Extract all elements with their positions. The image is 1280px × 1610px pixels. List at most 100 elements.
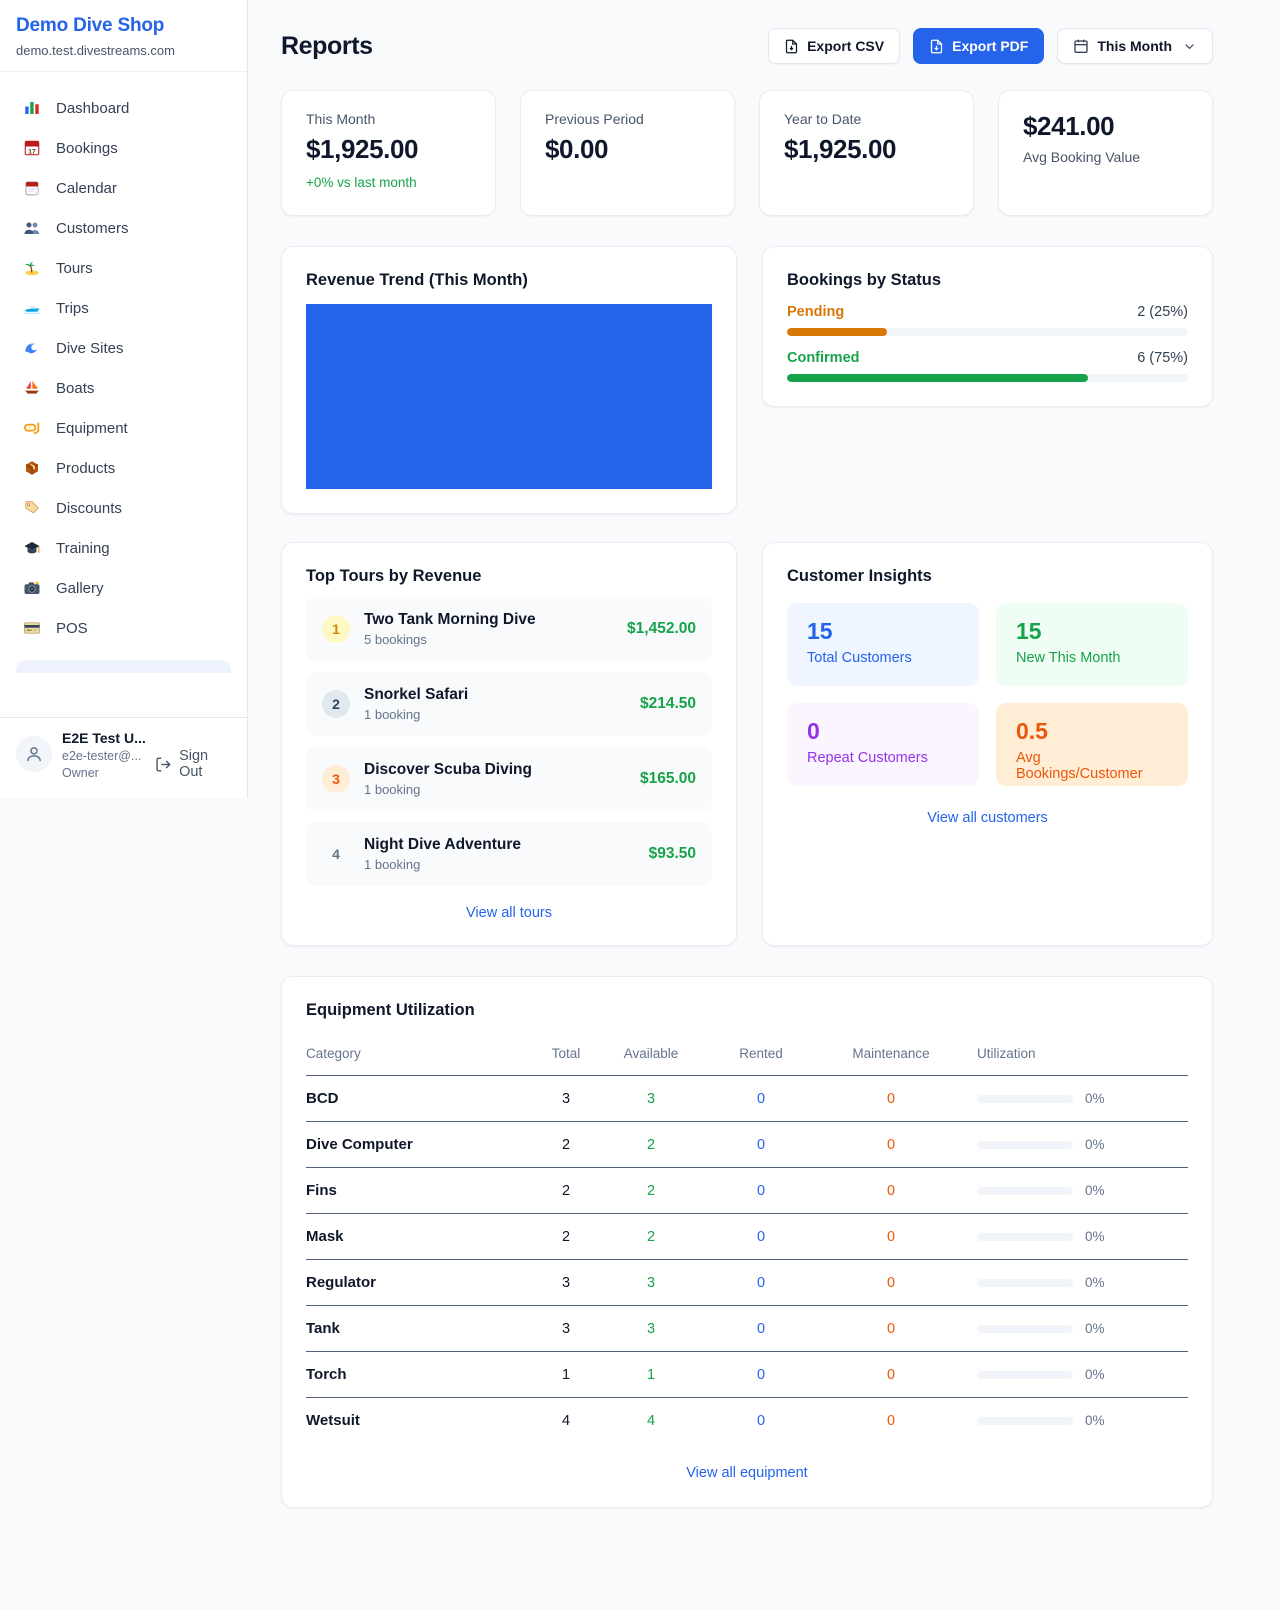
status-row-pending: Pending 2 (25%) — [787, 304, 1188, 336]
sidebar-item-equipment[interactable]: Equipment — [8, 408, 239, 448]
equipment-available: 4 — [646, 1412, 656, 1429]
rank-badge: 1 — [322, 615, 350, 643]
sidebar-item-trips[interactable]: Trips — [8, 288, 239, 328]
rank-badge: 3 — [322, 765, 350, 793]
avatar — [16, 736, 52, 772]
equipment-maintenance: 0 — [821, 1121, 961, 1168]
stat-value: $241.00 — [1023, 111, 1115, 141]
tile-label: Repeat Customers — [807, 750, 928, 766]
tour-bookings: 1 booking — [364, 857, 421, 872]
sidebar-active-item-partial[interactable] — [16, 660, 231, 673]
view-all-customers-link[interactable]: View all customers — [927, 810, 1048, 826]
sidebar-item-bookings[interactable]: 17 Bookings — [8, 128, 239, 168]
tour-amount: $214.50 — [639, 695, 696, 712]
sidebar-item-calendar[interactable]: Calendar — [8, 168, 239, 208]
wave-icon — [22, 338, 42, 358]
sidebar-item-gallery[interactable]: Gallery — [8, 568, 239, 608]
tour-amount: $165.00 — [639, 770, 696, 787]
progress-track — [787, 328, 1188, 336]
sidebar-item-pos[interactable]: POS — [8, 608, 239, 648]
main-content: Reports Export CSV Export PDF This Month… — [281, 0, 1213, 1508]
brand-name: Demo Dive Shop — [16, 15, 165, 36]
equipment-available: 2 — [601, 1167, 701, 1214]
equipment-maintenance: 0 — [821, 1259, 961, 1306]
progress-fill — [787, 328, 888, 336]
equipment-utilization-card: Equipment Utilization Category Total Ava… — [281, 976, 1213, 1508]
tile-total-customers: 15 Total Customers — [787, 603, 979, 686]
export-pdf-label: Export PDF — [952, 38, 1029, 54]
period-dropdown[interactable]: This Month — [1057, 28, 1213, 64]
view-all-tours-link[interactable]: View all tours — [466, 905, 552, 921]
bar-chart-icon — [22, 98, 42, 118]
sidebar-nav: Dashboard 17 Bookings Calendar Customers… — [0, 72, 247, 673]
sailboat-icon — [22, 378, 42, 398]
equipment-maintenance: 0 — [821, 1305, 961, 1352]
export-pdf-button[interactable]: Export PDF — [913, 28, 1045, 64]
column-header: Available — [601, 1036, 701, 1076]
revenue-trend-card: Revenue Trend (This Month) — [281, 246, 737, 514]
bookings-calendar-icon: 17 — [22, 138, 42, 158]
tour-list-item[interactable]: 3 Discover Scuba Diving 1 booking $165.00 — [306, 747, 712, 811]
sidebar-item-products[interactable]: Products — [8, 448, 239, 488]
progress-fill — [787, 374, 1088, 382]
equipment-category: BCD — [306, 1075, 531, 1122]
column-header: Rented — [701, 1036, 821, 1076]
user-info: E2E Test U... e2e-tester@... Owner — [62, 728, 155, 798]
camera-icon — [22, 578, 42, 598]
sidebar-item-label: Dashboard — [56, 99, 130, 117]
utilization-percent: 0% — [1085, 1321, 1105, 1337]
sign-out-label: Sign Out — [179, 748, 209, 780]
sidebar-user-section: E2E Test U... e2e-tester@... Owner Sign … — [0, 717, 247, 798]
sidebar-item-training[interactable]: Training — [8, 528, 239, 568]
stat-value: $1,925.00 — [306, 134, 419, 164]
sidebar-item-dive-sites[interactable]: Dive Sites — [8, 328, 239, 368]
file-download-icon — [930, 39, 943, 53]
sidebar-item-discounts[interactable]: Discounts — [8, 488, 239, 528]
equipment-rented: 0 — [701, 1259, 821, 1306]
table-row: Wetsuit 4 4 0 0 0% — [306, 1398, 1188, 1444]
status-count: 6 (75%) — [1137, 350, 1188, 366]
page-title: Reports — [281, 31, 373, 60]
sidebar: Demo Dive Shop demo.test.divestreams.com… — [0, 0, 248, 798]
sidebar-item-dashboard[interactable]: Dashboard — [8, 88, 239, 128]
sidebar-item-boats[interactable]: Boats — [8, 368, 239, 408]
utilization-percent: 0% — [1085, 1137, 1105, 1153]
credit-card-icon — [22, 618, 42, 638]
status-row-confirmed: Confirmed 6 (75%) — [787, 350, 1188, 382]
chevron-down-icon — [1182, 39, 1197, 54]
tile-repeat-customers: 0 Repeat Customers — [787, 703, 979, 786]
utilization-percent: 0% — [1085, 1183, 1105, 1199]
column-header: Category — [306, 1036, 531, 1076]
tour-name: Two Tank Morning Dive — [364, 611, 536, 628]
equipment-category: Regulator — [306, 1259, 531, 1306]
equipment-total: 4 — [561, 1412, 571, 1429]
tour-list-item[interactable]: 2 Snorkel Safari 1 booking $214.50 — [306, 672, 712, 736]
sidebar-item-customers[interactable]: Customers — [8, 208, 239, 248]
utilization-bar — [977, 1370, 1073, 1379]
view-all-equipment-link[interactable]: View all equipment — [686, 1465, 808, 1481]
equipment-maintenance: 0 — [821, 1075, 961, 1122]
equipment-utilization-title: Equipment Utilization — [306, 1001, 475, 1019]
stat-cards: This Month $1,925.00 +0% vs last month P… — [281, 90, 1213, 216]
sign-out-button[interactable]: Sign Out — [155, 748, 235, 780]
export-csv-button[interactable]: Export CSV — [768, 28, 901, 64]
equipment-category: Mask — [306, 1213, 531, 1260]
status-count: 2 (25%) — [1137, 304, 1188, 320]
tear-off-calendar-icon — [22, 178, 42, 198]
stat-card-year-to-date: Year to Date $1,925.00 — [759, 90, 974, 216]
tour-list-item[interactable]: 4 Night Dive Adventure 1 booking $93.50 — [306, 822, 712, 886]
user-email: e2e-tester@... — [62, 749, 142, 763]
tile-avg-bookings-customer: 0.5 Avg Bookings/Customer — [996, 703, 1188, 786]
equipment-total: 1 — [531, 1351, 601, 1398]
status-label: Pending — [787, 304, 845, 320]
equipment-total: 2 — [531, 1167, 601, 1214]
tour-list-item[interactable]: 1 Two Tank Morning Dive 5 bookings $1,452… — [306, 597, 712, 661]
tour-bookings: 1 booking — [364, 782, 421, 797]
equipment-total: 2 — [531, 1121, 601, 1168]
tour-name: Snorkel Safari — [364, 686, 469, 703]
equipment-maintenance: 0 — [886, 1412, 896, 1429]
brand-domain: demo.test.divestreams.com — [16, 43, 175, 58]
graduation-cap-icon — [22, 538, 42, 558]
sidebar-item-tours[interactable]: Tours — [8, 248, 239, 288]
customer-insights-card: Customer Insights 15 Total Customers 15 … — [762, 542, 1213, 946]
